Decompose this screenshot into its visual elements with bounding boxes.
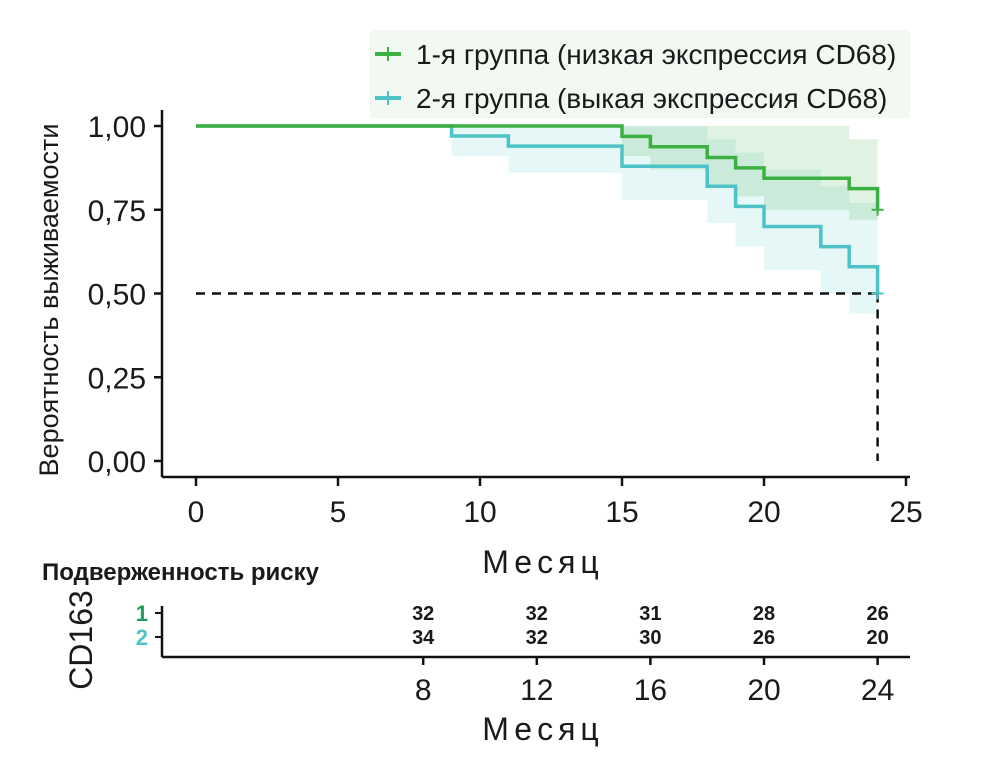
risk-x-tick-label: 8 [415, 674, 432, 707]
y-axis-title: Вероятность выживаемости [34, 124, 64, 477]
risk-x-tick-label: 12 [520, 674, 553, 707]
y-tick-label: 0,25 [88, 362, 146, 395]
x-tick-label: 10 [463, 496, 496, 529]
risk-x-axis-title: Месяц [482, 711, 603, 747]
plot-axes: 0,00 0,25 0,50 0,75 1,00 0 5 10 15 20 25 [88, 110, 923, 529]
risk-count: 32 [526, 603, 548, 625]
risk-x-tick-label: 16 [634, 674, 667, 707]
risk-row-group-label: 2 [136, 625, 148, 650]
survival-curves [196, 124, 884, 300]
x-tick-label: 0 [188, 496, 205, 529]
risk-count: 28 [753, 603, 775, 625]
confidence-bands [196, 126, 878, 314]
risk-count: 34 [412, 627, 435, 649]
risk-count: 31 [639, 603, 661, 625]
survival-curve-series-1 [196, 124, 880, 210]
risk-count: 32 [526, 627, 548, 649]
x-tick-label: 5 [330, 496, 347, 529]
risk-count: 26 [866, 603, 888, 625]
x-tick-label: 20 [747, 496, 780, 529]
legend-bg [370, 30, 910, 118]
risk-count: 32 [412, 603, 434, 625]
risk-row-label: CD163 [63, 590, 99, 690]
legend: 1-я группа (низкая экспрессия CD68) 2-я … [370, 30, 910, 118]
legend-label-series-1: 1-я группа (низкая экспрессия CD68) [416, 39, 896, 70]
y-tick-label: 0,75 [88, 195, 146, 228]
survival-curve-series-2 [196, 124, 880, 294]
risk-table-title: Подверженность риску [42, 559, 320, 586]
x-tick-label: 25 [889, 496, 922, 529]
median-reference-lines [196, 292, 879, 461]
x-axis-title: Месяц [482, 544, 603, 580]
risk-x-tick-label: 24 [861, 674, 894, 707]
y-tick-label: 0,00 [88, 446, 146, 479]
y-tick-label: 0,50 [88, 279, 146, 312]
risk-count: 20 [866, 627, 888, 649]
risk-row-group-label: 1 [136, 601, 148, 626]
risk-x-tick-label: 20 [747, 674, 780, 707]
legend-label-series-2: 2-я группа (выкая экспрессия CD68) [416, 83, 887, 114]
y-tick-label: 1,00 [88, 111, 146, 144]
x-tick-label: 15 [605, 496, 638, 529]
risk-count: 30 [639, 627, 661, 649]
risk-count: 26 [753, 627, 775, 649]
risk-table: 1 32 32 31 28 262 34 32 30 26 208 12 16 20 24 [136, 601, 910, 707]
